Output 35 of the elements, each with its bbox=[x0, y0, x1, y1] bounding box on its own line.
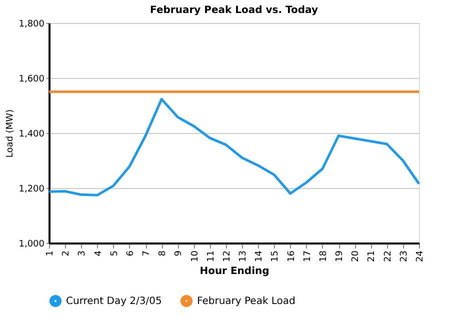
x-tick-label: 3 bbox=[78, 250, 88, 256]
y-tick-label: 1,200 bbox=[18, 184, 45, 194]
x-tick-label: 17 bbox=[302, 250, 313, 262]
y-tick-label: 1,400 bbox=[18, 130, 45, 140]
x-tick-label: 9 bbox=[174, 250, 184, 256]
legend-label: February Peak Load bbox=[197, 296, 296, 307]
line-series bbox=[48, 98, 420, 196]
y-tick-label: 1,800 bbox=[18, 20, 45, 30]
x-tick-label: 23 bbox=[399, 250, 410, 262]
x-tick-label: 7 bbox=[142, 250, 152, 256]
x-axis-title: Hour Ending bbox=[200, 266, 270, 277]
x-tick-label: 15 bbox=[270, 250, 281, 262]
y-tick-label: 1,600 bbox=[18, 74, 45, 84]
x-tick-label: 20 bbox=[351, 250, 362, 262]
x-tick-label: 10 bbox=[190, 250, 200, 262]
chart-title: February Peak Load vs. Today bbox=[150, 5, 318, 16]
x-tick-label: 4 bbox=[94, 250, 104, 256]
x-tick-label: 2 bbox=[62, 250, 72, 256]
x-tick-label: 21 bbox=[367, 250, 378, 262]
x-tick-label: 24 bbox=[416, 250, 426, 262]
y-tick-label: 1,000 bbox=[18, 240, 45, 250]
x-tick-label: 22 bbox=[383, 250, 394, 262]
x-tick-label: 13 bbox=[238, 250, 249, 262]
x-tick-label: 6 bbox=[126, 250, 136, 256]
x-tick-label: 16 bbox=[286, 250, 297, 262]
x-tick-label: 12 bbox=[222, 250, 232, 262]
x-tick-label: 5 bbox=[110, 250, 120, 256]
legend-label: Current Day 2/3/05 bbox=[66, 296, 162, 307]
x-tick-label: 19 bbox=[335, 250, 346, 262]
y-axis-title: Load (MW) bbox=[6, 109, 16, 158]
x-tick-label: 18 bbox=[318, 250, 329, 262]
x-tick-label: 14 bbox=[254, 250, 265, 262]
x-tick-label: 8 bbox=[158, 250, 168, 256]
x-tick-label: 1 bbox=[46, 250, 56, 256]
x-tick-label: 11 bbox=[206, 250, 216, 262]
